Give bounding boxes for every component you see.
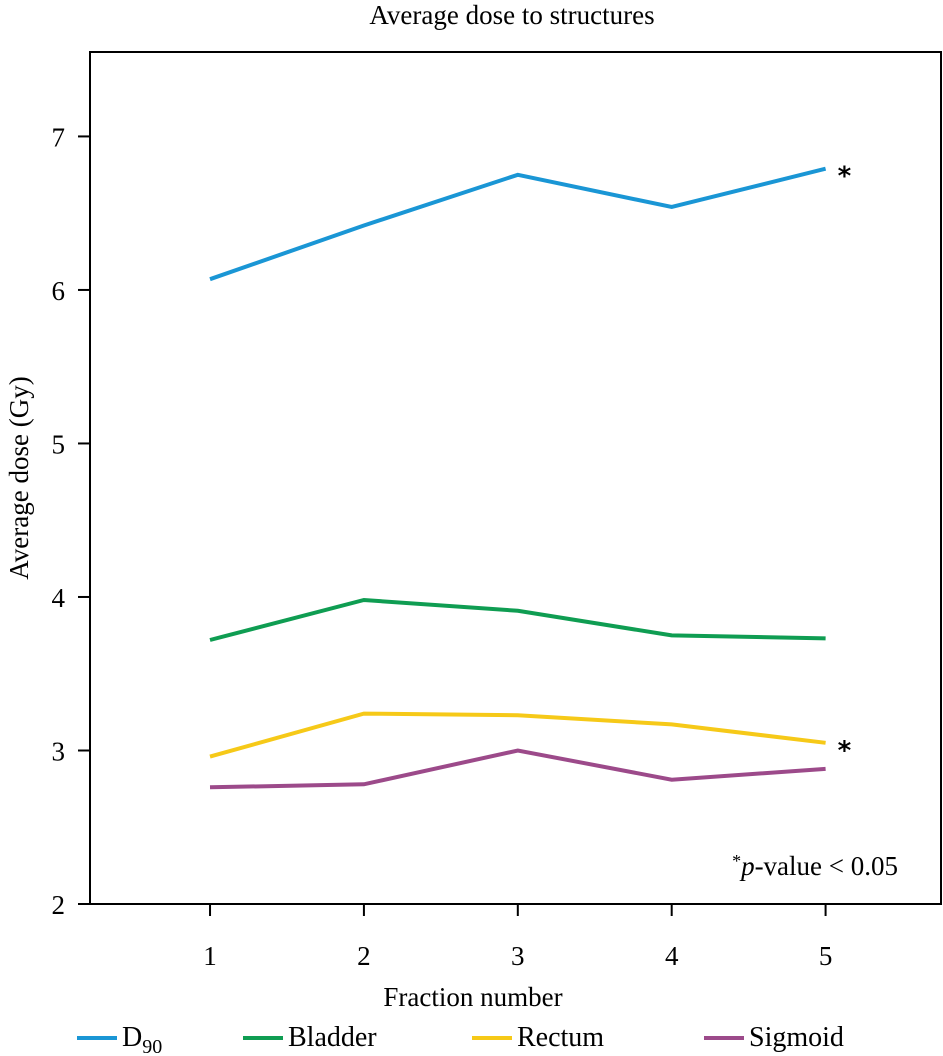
- legend-item-d90: D90: [77, 1022, 162, 1056]
- significance-star: *: [838, 736, 852, 766]
- y-tick-label: 3: [52, 736, 66, 766]
- legend-item-rectum: Rectum: [472, 1022, 604, 1053]
- series-line-bladder: [209, 597, 826, 642]
- y-tick-label: 6: [52, 276, 66, 306]
- series-line-sigmoid: [209, 748, 826, 790]
- y-axis: 2 3 4 5 6 7: [52, 122, 90, 920]
- y-tick-label: 2: [52, 890, 66, 920]
- legend-item-bladder: Bladder: [243, 1022, 377, 1053]
- legend-label: Bladder: [288, 1022, 377, 1053]
- x-tick-label: 3: [511, 941, 525, 971]
- legend-label: D90: [122, 1022, 162, 1056]
- x-tick-label: 4: [665, 941, 679, 971]
- legend-item-sigmoid: Sigmoid: [704, 1022, 844, 1053]
- p-value-note: *p-value < 0.05: [732, 851, 898, 881]
- legend: D90 Bladder Rectum Sigmoid: [77, 1022, 844, 1056]
- y-tick-label: 4: [52, 583, 66, 613]
- plot-frame: [89, 51, 942, 905]
- note-star: *: [732, 851, 741, 871]
- significance-markers: **: [838, 162, 852, 766]
- y-axis-label: Average dose (Gy): [4, 376, 34, 579]
- significance-star: *: [838, 162, 852, 192]
- series-line-rectum: [209, 711, 826, 759]
- y-tick-label: 5: [52, 429, 66, 459]
- x-tick-label: 1: [203, 941, 217, 971]
- series-lines: [209, 166, 827, 790]
- x-axis: 1 2 3 4 5: [203, 904, 832, 971]
- series-line-d90: [209, 166, 827, 282]
- x-tick-label: 2: [357, 941, 371, 971]
- note-text: -value < 0.05: [755, 851, 898, 881]
- legend-label: Rectum: [517, 1022, 604, 1053]
- chart-title: Average dose to structures: [369, 0, 654, 30]
- legend-label: Sigmoid: [749, 1022, 844, 1053]
- y-tick-label: 7: [52, 122, 66, 152]
- note-p-symbol: p: [739, 851, 755, 881]
- x-tick-label: 5: [819, 941, 833, 971]
- x-axis-label: Fraction number: [383, 982, 562, 1012]
